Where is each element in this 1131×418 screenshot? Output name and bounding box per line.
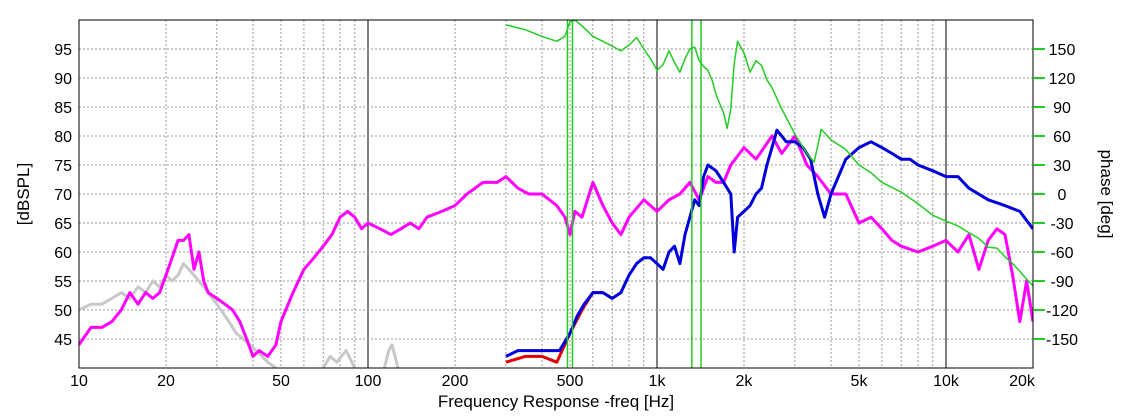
x-tick-label: 20k <box>1009 373 1036 390</box>
y-tick-label: 70 <box>54 187 72 204</box>
y-tick-label: 60 <box>54 245 72 262</box>
y2-tick-label: -150 <box>1046 332 1078 349</box>
y2-tick-label: 30 <box>1053 158 1071 175</box>
x-tick-label: 200 <box>442 373 469 390</box>
x-tick-label: 10k <box>933 373 960 390</box>
axis-ticks: 45 50 55 60 65 70 75 80 85 90 95 -150 -120 -90 -60 -30 0… <box>54 42 1078 390</box>
series-line-green <box>505 20 1033 287</box>
series-line-blue <box>505 128 1033 358</box>
y2-tick-label: 0 <box>1058 187 1067 204</box>
x-axis-title: Frequency Response -freq [Hz] <box>438 392 674 411</box>
series-line-gray-2 <box>321 349 357 368</box>
x-tick-label: 500 <box>557 373 584 390</box>
series-line-magenta <box>79 134 1033 358</box>
y-tick-label: 55 <box>54 274 72 291</box>
x-tick-label: 100 <box>355 373 382 390</box>
x-tick-label: 2k <box>736 373 754 390</box>
x-tick-label: 50 <box>272 373 290 390</box>
y-tick-label: 95 <box>54 42 72 59</box>
series-line-gray-3 <box>382 343 400 368</box>
data-series <box>79 20 1033 368</box>
y2-tick-label: -30 <box>1050 216 1073 233</box>
y-tick-label: 85 <box>54 100 72 117</box>
y2-tick-label: 60 <box>1053 129 1071 146</box>
y-tick-label: 45 <box>54 332 72 349</box>
y2-axis-title: phase [deg] <box>1097 150 1116 239</box>
y-tick-label: 50 <box>54 303 72 320</box>
y-tick-label: 90 <box>54 71 72 88</box>
x-tick-label: 20 <box>157 373 175 390</box>
y2-tick-label: -60 <box>1050 245 1073 262</box>
x-tick-label: 1k <box>649 373 667 390</box>
x-tick-label: 5k <box>851 373 869 390</box>
y2-tick-label: 120 <box>1049 71 1076 88</box>
y-axis-title: [dBSPL] <box>14 163 33 225</box>
y2-tick-label: 90 <box>1053 100 1071 117</box>
y-tick-label: 80 <box>54 129 72 146</box>
y-tick-label: 75 <box>54 158 72 175</box>
y2-tick-label: -120 <box>1046 303 1078 320</box>
y2-tick-label: 150 <box>1049 42 1076 59</box>
y-tick-label: 65 <box>54 216 72 233</box>
y2-tick-label: -90 <box>1050 274 1073 291</box>
x-tick-label: 10 <box>70 373 88 390</box>
